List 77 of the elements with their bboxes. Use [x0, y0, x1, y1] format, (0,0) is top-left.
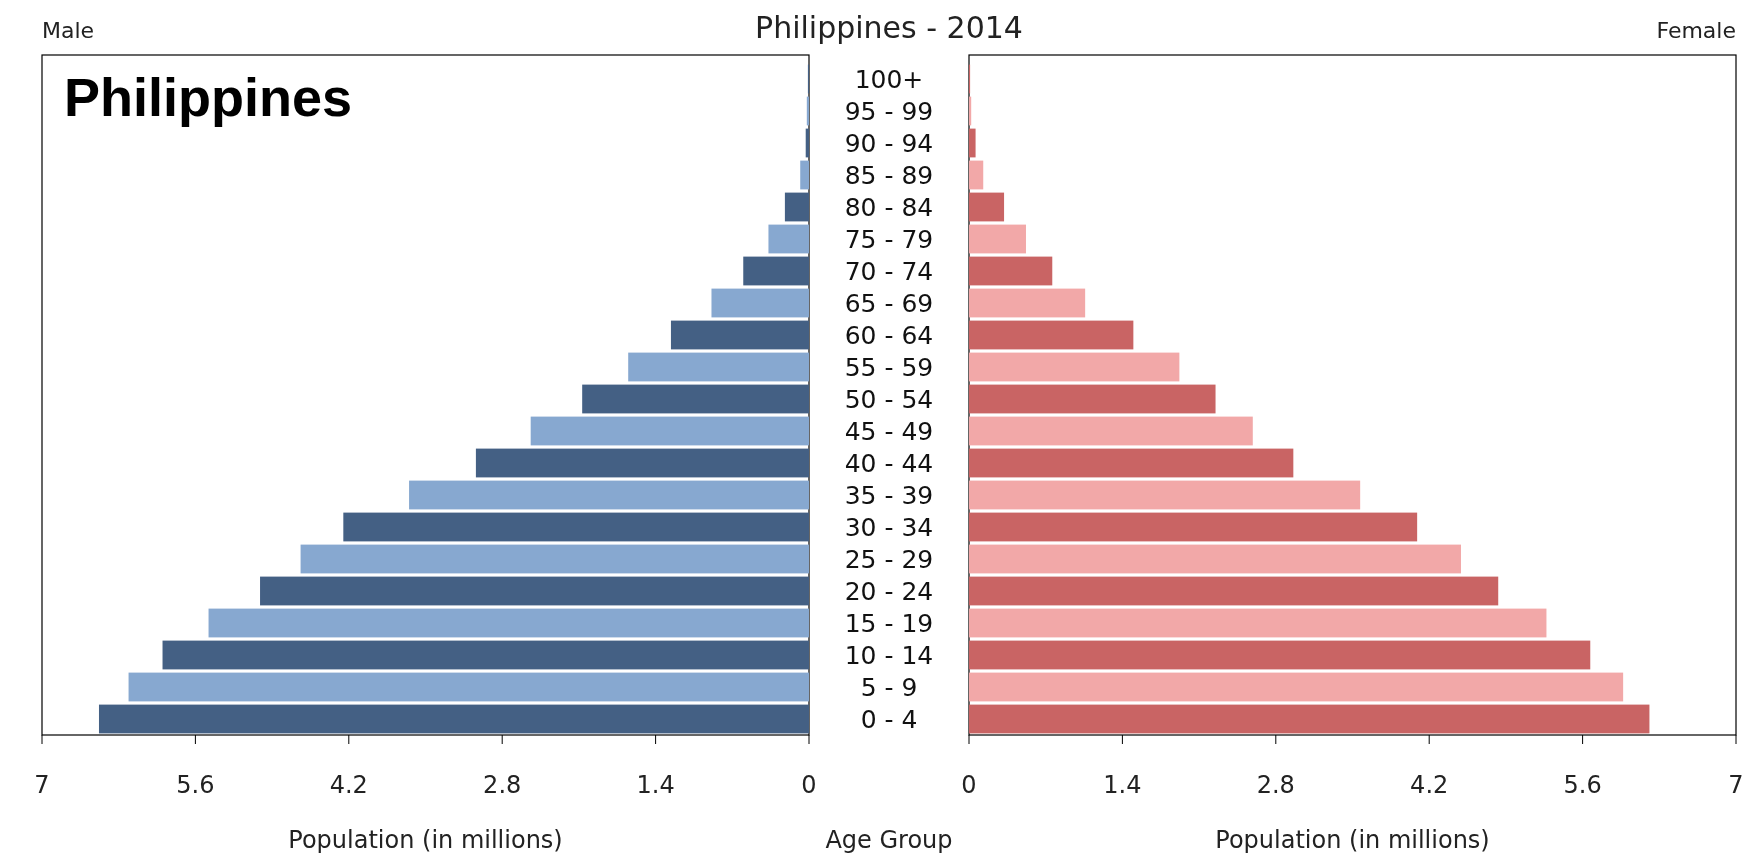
- y-axis-title: Age Group: [825, 826, 953, 854]
- bar: [969, 640, 1591, 670]
- y-tick-label: 15 - 19: [844, 609, 934, 638]
- x-tick-label: 4.2: [1410, 771, 1449, 799]
- x-tick-label: 7: [34, 771, 50, 799]
- y-tick-label: 35 - 39: [844, 481, 934, 510]
- bar: [969, 544, 1461, 574]
- bar: [969, 672, 1624, 702]
- bar: [969, 704, 1650, 734]
- bar: [800, 160, 809, 190]
- y-tick-label: 5 - 9: [860, 673, 918, 702]
- y-tick-label: 75 - 79: [844, 225, 934, 254]
- bar: [98, 704, 809, 734]
- bar: [784, 192, 809, 222]
- text: Female: [1656, 18, 1736, 43]
- y-tick-label: 40 - 44: [844, 449, 934, 478]
- y-tick-label: 30 - 34: [844, 513, 934, 542]
- bar: [969, 608, 1547, 638]
- bar: [969, 416, 1253, 446]
- bar: [969, 128, 976, 158]
- y-tick-label: 100+: [854, 65, 924, 94]
- bar: [969, 480, 1361, 510]
- y-tick-label: 50 - 54: [844, 385, 934, 414]
- annotation: Philippines: [64, 67, 353, 127]
- y-tick-label: 65 - 69: [844, 289, 934, 318]
- x-tick-label: 1.4: [1103, 771, 1142, 799]
- bar: [969, 320, 1134, 350]
- bar: [162, 640, 809, 670]
- bar: [260, 576, 809, 606]
- bar: [582, 384, 809, 414]
- bar: [628, 352, 809, 382]
- bar: [128, 672, 809, 702]
- y-tick-label: 20 - 24: [844, 577, 934, 606]
- x-tick-label: 2.8: [1256, 771, 1295, 799]
- y-tick-label: 70 - 74: [844, 257, 934, 286]
- bar: [969, 352, 1180, 382]
- y-tick-label: 25 - 29: [844, 545, 934, 574]
- x-tick-label: 7: [1728, 771, 1744, 799]
- bar: [711, 288, 809, 318]
- y-tick-label: 85 - 89: [844, 161, 934, 190]
- y-tick-label: 60 - 64: [844, 321, 934, 350]
- bar: [670, 320, 809, 350]
- bar: [743, 256, 809, 286]
- y-tick-label: 90 - 94: [844, 129, 934, 158]
- bar: [475, 448, 809, 478]
- y-tick-label: 55 - 59: [844, 353, 934, 382]
- x-axis-title: Population (in millions): [1215, 826, 1490, 854]
- bar: [969, 288, 1086, 318]
- x-tick-label: 5.6: [176, 771, 215, 799]
- y-tick-label: 95 - 99: [844, 97, 934, 126]
- x-axis-title: Population (in millions): [288, 826, 563, 854]
- bar: [409, 480, 809, 510]
- x-tick-label: 2.8: [483, 771, 522, 799]
- bar: [768, 224, 809, 254]
- bar: [969, 384, 1216, 414]
- bar: [300, 544, 809, 574]
- text: Male: [42, 18, 95, 43]
- y-tick-label: 80 - 84: [844, 193, 934, 222]
- bar: [969, 448, 1294, 478]
- bar: [969, 192, 1005, 222]
- x-tick-label: 4.2: [329, 771, 368, 799]
- x-tick-label: 0: [961, 771, 977, 799]
- bar: [969, 160, 984, 190]
- x-tick-label: 0: [801, 771, 817, 799]
- bar: [969, 576, 1499, 606]
- bar: [208, 608, 809, 638]
- x-tick-label: 1.4: [636, 771, 675, 799]
- bar: [530, 416, 809, 446]
- text: Philippines - 2014: [755, 10, 1023, 45]
- y-tick-label: 0 - 4: [860, 705, 918, 734]
- bar: [969, 512, 1418, 542]
- bar: [343, 512, 809, 542]
- x-tick-label: 5.6: [1563, 771, 1602, 799]
- y-tick-label: 10 - 14: [844, 641, 934, 670]
- y-tick-label: 45 - 49: [844, 417, 934, 446]
- bar: [969, 224, 1026, 254]
- bar: [969, 256, 1053, 286]
